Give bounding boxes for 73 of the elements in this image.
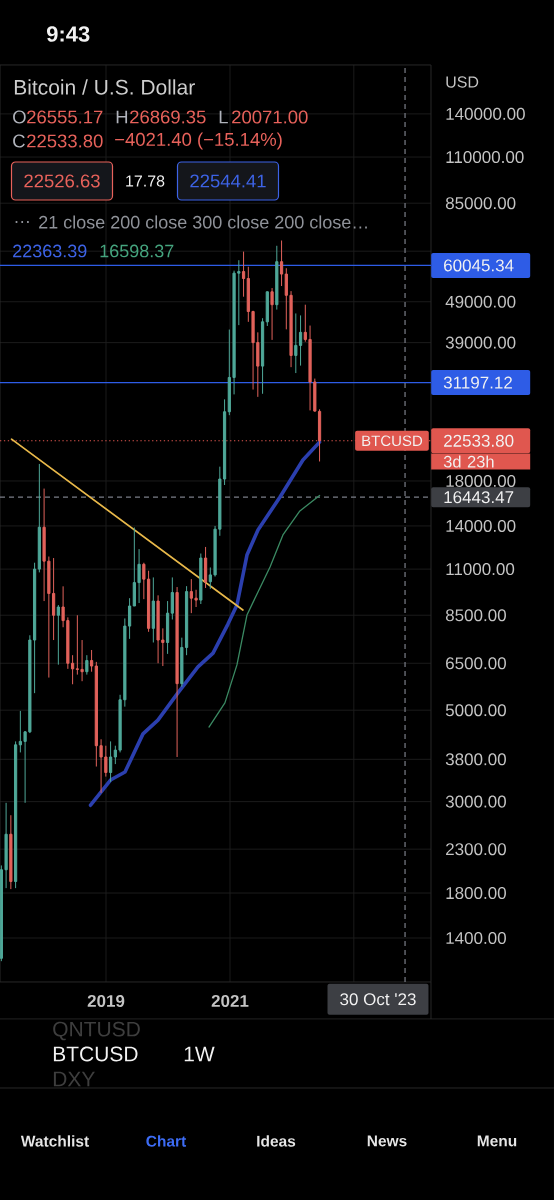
candlestick <box>260 317 265 395</box>
ref-line-label: 16443.47 <box>444 491 514 504</box>
candlestick <box>275 245 279 311</box>
text: Menu <box>477 1135 517 1147</box>
text: 3d 23h <box>443 455 494 468</box>
annotation: 21 close 200 close 300 close 200 close… <box>39 215 367 229</box>
text: 1W <box>184 1046 215 1062</box>
candlestick <box>108 740 113 783</box>
candlestick <box>199 553 203 605</box>
annotation: L <box>219 110 228 124</box>
y-tick-label: 18000.00 <box>446 474 516 487</box>
ref-line-label: 30 Oct '23 <box>340 993 416 1006</box>
annotation: BTCUSD <box>362 435 423 447</box>
annotation: 22544.41 <box>190 174 266 188</box>
annotation: 22526.63 <box>24 174 100 188</box>
text: Ideas <box>257 1135 296 1147</box>
y-tick-label: 5000.00 <box>445 704 506 717</box>
candlestick <box>170 576 174 620</box>
candlestick <box>89 649 94 673</box>
y-tick-label: 8500.00 <box>445 609 506 622</box>
y-tick-label: 6500.00 <box>446 657 506 670</box>
candlestick <box>37 463 41 573</box>
y-tick-label: 14000.00 <box>446 519 516 532</box>
y-tick-label: 3000.00 <box>445 795 506 808</box>
candlestick <box>203 546 208 589</box>
y-tick-label: 3800.00 <box>445 753 506 766</box>
text: Watchlist <box>20 1135 89 1147</box>
text: DXY <box>53 1071 95 1087</box>
text: BTCUSD <box>53 1046 138 1062</box>
text: News <box>367 1135 407 1147</box>
text: QNTUSD <box>53 1021 140 1041</box>
candlestick <box>165 600 170 655</box>
text: 9:43 <box>46 26 90 42</box>
ref-line-label: 31197.12 <box>443 376 512 389</box>
candlestick <box>270 287 274 341</box>
y-tick-label: 110000.00 <box>446 151 524 164</box>
annotation: 17.78 <box>126 175 165 187</box>
candlestick <box>175 586 179 758</box>
line-series <box>208 494 321 728</box>
text: Chart <box>146 1135 187 1147</box>
y-axis-title: USD <box>446 76 479 88</box>
annotation: 22533.80 <box>27 134 103 148</box>
y-tick-label: 140000.00 <box>446 107 525 120</box>
y-tick-label: 39000.00 <box>445 336 516 349</box>
candlestick <box>294 312 298 374</box>
annotation: 16598.37 <box>100 244 174 258</box>
candlestick <box>279 240 284 287</box>
annotation: 26869.35 <box>130 110 206 124</box>
line-series <box>88 440 322 808</box>
annotation: 22363.39 <box>13 244 87 258</box>
candlestick <box>151 576 155 643</box>
candlestick <box>85 654 89 676</box>
candlestick <box>56 604 60 666</box>
annotation: … <box>15 221 29 223</box>
annotation: C <box>13 134 25 148</box>
annotation: 20071.00 <box>232 110 308 124</box>
text: Bitcoin / U.S. Dollar <box>14 79 195 95</box>
annotation: −4021.40 (−15.14%) <box>115 132 282 150</box>
candlestick <box>9 814 13 890</box>
y-tick-label: 85000.00 <box>445 197 516 210</box>
annotation: H <box>116 110 128 124</box>
y-tick-label: 49000.00 <box>445 295 516 308</box>
ref-line-label: 60045.34 <box>444 259 514 272</box>
x-tick-label: 2019 <box>87 994 125 1007</box>
y-tick-label: 1800.00 <box>446 887 506 900</box>
ref-line-label: 22533.80 <box>444 434 514 447</box>
annotation: O <box>13 110 26 124</box>
y-tick-label: 11000.00 <box>446 563 515 576</box>
x-tick-label: 2021 <box>211 994 249 1007</box>
y-tick-label: 2300.00 <box>446 843 506 856</box>
y-tick-label: 1400.00 <box>446 931 506 945</box>
annotation: 26555.17 <box>27 110 103 124</box>
candlestick <box>241 251 246 298</box>
